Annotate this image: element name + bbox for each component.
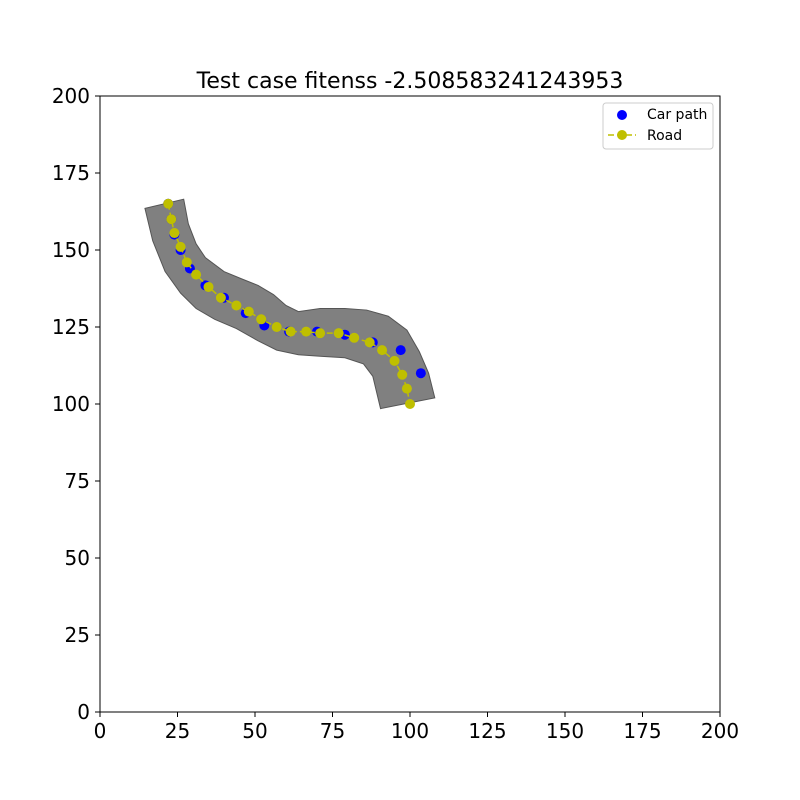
legend-car-path-marker (617, 110, 627, 120)
road-point-19 (389, 355, 400, 366)
road-point-4 (181, 257, 192, 268)
legend-car-path-label: Car path (647, 107, 707, 123)
x-tick-label-0: 0 (94, 719, 107, 743)
x-tick-label-6: 150 (546, 719, 584, 743)
y-tick-label-2: 50 (65, 546, 90, 570)
road-point-15 (333, 328, 344, 339)
road-area (144, 198, 436, 410)
legend-road-label: Road (647, 128, 682, 144)
car-path-point-14 (415, 368, 426, 379)
chart-title: Test case fitenss -2.508583241243953 (196, 69, 624, 94)
road-point-9 (243, 306, 254, 317)
road-point-7 (215, 292, 226, 303)
road-point-12 (285, 326, 296, 337)
road-point-1 (166, 214, 177, 225)
x-tick-label-5: 125 (468, 719, 506, 743)
axis-ticks: 0 25 50 75 100 125 150 175 200 0 25 50 75 100 125 150 17… (52, 84, 739, 743)
y-tick-label-4: 100 (52, 392, 90, 416)
road-point-6 (203, 281, 214, 292)
y-tick-label-8: 200 (52, 84, 90, 108)
road-point-16 (349, 332, 360, 343)
road-point-22 (405, 399, 415, 409)
car-path-point-13 (395, 345, 406, 356)
road-point-5 (191, 269, 202, 280)
legend-road-marker (617, 130, 627, 140)
x-tick-label-8: 200 (701, 719, 739, 743)
legend: Car path Road (602, 102, 714, 150)
x-tick-label-2: 50 (242, 719, 267, 743)
road-point-2 (169, 228, 180, 239)
x-tick-label-3: 75 (320, 719, 345, 743)
road-point-3 (175, 241, 186, 252)
plot-area (144, 198, 436, 410)
x-tick-label-7: 175 (623, 719, 661, 743)
road-point-20 (397, 369, 408, 380)
y-tick-label-0: 0 (77, 700, 90, 724)
road-point-18 (377, 345, 388, 356)
road-point-14 (315, 328, 326, 339)
y-tick-label-7: 175 (52, 161, 90, 185)
road-point-0 (163, 198, 174, 209)
y-tick-label-1: 25 (65, 623, 90, 647)
y-tick-label-6: 150 (52, 238, 90, 262)
y-tick-label-3: 75 (65, 469, 90, 493)
road-point-21 (401, 383, 412, 394)
legend-box (602, 102, 714, 150)
road-point-11 (271, 322, 282, 332)
road-point-8 (231, 300, 242, 311)
road-point-10 (256, 314, 267, 325)
x-tick-label-4: 100 (391, 719, 429, 743)
road-point-13 (301, 326, 312, 337)
y-tick-label-5: 125 (52, 315, 90, 339)
road-point-17 (364, 337, 375, 348)
x-tick-label-1: 25 (165, 719, 190, 743)
